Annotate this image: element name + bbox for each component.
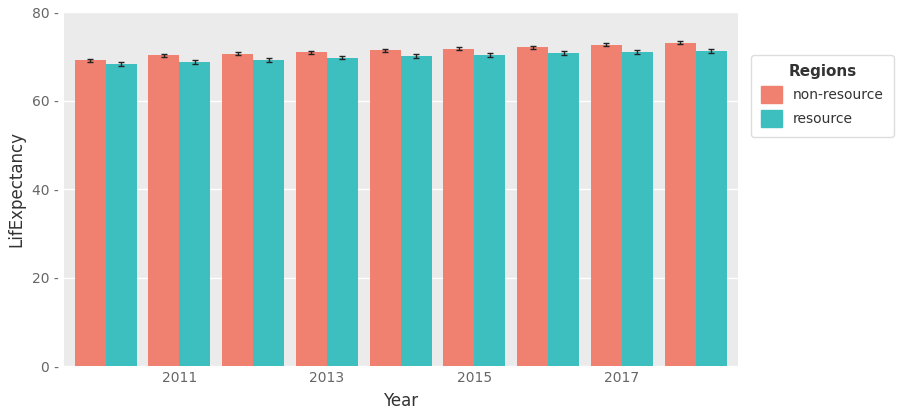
Bar — [621, 52, 653, 366]
Bar — [327, 58, 358, 366]
Bar — [106, 64, 136, 366]
Bar — [401, 56, 431, 366]
Bar — [443, 49, 474, 366]
Bar — [370, 50, 401, 366]
Bar — [548, 53, 579, 366]
Bar — [474, 55, 505, 366]
X-axis label: Year: Year — [383, 392, 419, 410]
Bar — [296, 52, 327, 366]
Bar — [75, 60, 106, 366]
Bar — [180, 62, 210, 366]
Legend: non-resource, resource: non-resource, resource — [751, 55, 893, 137]
Bar — [148, 55, 180, 366]
Bar — [254, 60, 284, 366]
Bar — [222, 53, 254, 366]
Bar — [591, 45, 621, 366]
Bar — [517, 48, 548, 366]
Bar — [665, 43, 695, 366]
Bar — [695, 51, 727, 366]
Y-axis label: LifExpectancy: LifExpectancy — [7, 131, 25, 247]
